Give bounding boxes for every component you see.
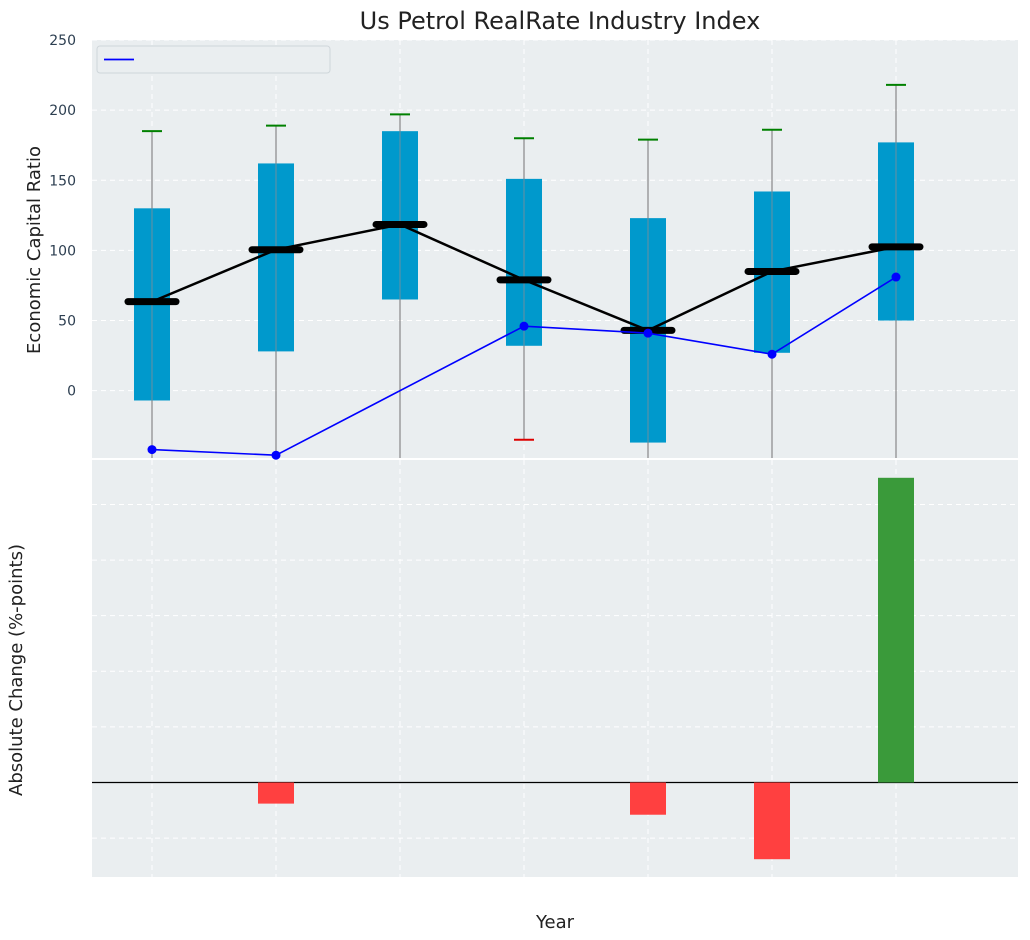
top-y-tick-label: 150	[49, 173, 76, 189]
top-y-axis-label: Economic Capital Ratio	[24, 146, 45, 354]
bottom-plot-area	[92, 460, 1018, 877]
change-bar-2021	[630, 782, 666, 815]
top-y-tick-label: 200	[49, 103, 76, 119]
series-point-2018	[271, 450, 281, 460]
legend	[96, 45, 331, 74]
series-point-2020	[519, 321, 529, 331]
top-y-tick-label: 100	[49, 243, 76, 259]
legend-box	[96, 45, 331, 74]
series-point-2022	[767, 349, 777, 359]
series-line-comstock	[151, 276, 897, 457]
top-panel: 0 50 100 150 200 250	[49, 33, 1018, 460]
change-bar-2022	[754, 782, 790, 860]
x-axis-label: Year	[535, 912, 575, 933]
top-y-tick-label: 50	[58, 314, 76, 330]
series-point-2021	[643, 328, 653, 338]
chart-title: Us Petrol RealRate Industry Index	[360, 7, 761, 35]
change-bar-2023	[878, 477, 914, 783]
top-y-tick-label: 250	[49, 33, 76, 49]
series-point-2017	[147, 445, 157, 455]
series-point-2023	[891, 272, 901, 282]
top-y-tick-label: 0	[67, 384, 76, 400]
change-bar-2018	[258, 782, 294, 804]
bottom-panel	[92, 460, 1018, 877]
bottom-y-axis-label: Absolute Change (%-points)	[6, 544, 27, 796]
